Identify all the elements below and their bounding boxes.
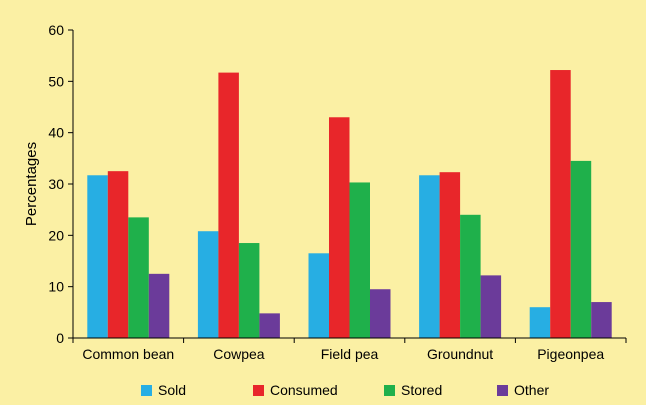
bar-other-cowpea [259, 313, 280, 338]
legend-swatch-stored [384, 385, 395, 396]
y-tick-labels: 0 10 20 30 40 50 60 [48, 22, 64, 346]
legend-label-sold: Sold [158, 382, 186, 398]
bar-consumed-common-bean [107, 171, 129, 338]
legend-swatch-consumed [253, 385, 264, 396]
bar-sold-groundnut [419, 175, 440, 338]
y-tick-label: 10 [48, 279, 64, 295]
axes-group [68, 29, 627, 343]
bar-sold-common-bean [87, 175, 108, 338]
y-tick-label: 0 [56, 330, 64, 346]
bar-consumed-cowpea [218, 72, 239, 339]
bar-stored-pigeonpea [570, 160, 592, 338]
x-tick-label: Cowpea [213, 346, 265, 362]
y-tick-label: 60 [48, 22, 64, 38]
y-tick-label: 50 [48, 73, 64, 89]
x-tick-label: Pigeonpea [537, 346, 604, 362]
bar-consumed-field-pea [329, 117, 350, 339]
bar-stored-common-bean [128, 217, 149, 338]
legend-label-consumed: Consumed [270, 382, 338, 398]
y-tick-label: 30 [48, 176, 64, 192]
bars-group [87, 70, 612, 339]
bar-consumed-groundnut [439, 172, 461, 338]
x-tick-label: Field pea [321, 346, 379, 362]
bar-other-field-pea [370, 289, 391, 338]
bar-other-groundnut [480, 275, 502, 338]
legend-label-stored: Stored [401, 382, 442, 398]
legend-swatch-sold [141, 385, 152, 396]
y-tick-label: 40 [48, 125, 64, 141]
y-tick-label: 20 [48, 227, 64, 243]
x-tick-labels: Common bean Cowpea Field pea Groundnut Pigeo… [82, 346, 604, 362]
bar-other-common-bean [148, 273, 170, 338]
bar-sold-field-pea [308, 253, 329, 338]
bar-sold-pigeonpea [529, 307, 551, 338]
bar-stored-groundnut [460, 214, 481, 338]
bar-consumed-pigeonpea [550, 70, 571, 338]
bar-sold-cowpea [197, 231, 219, 338]
x-tick-label: Common bean [82, 346, 174, 362]
y-axis-label: Percentages [23, 142, 40, 226]
legend: Sold Consumed Stored Other [141, 382, 549, 398]
x-tick-label: Groundnut [427, 346, 493, 362]
bar-other-pigeonpea [591, 302, 612, 338]
bar-stored-field-pea [349, 182, 370, 338]
legend-label-other: Other [514, 382, 549, 398]
legend-swatch-other [497, 385, 508, 396]
bar-stored-cowpea [238, 243, 260, 338]
